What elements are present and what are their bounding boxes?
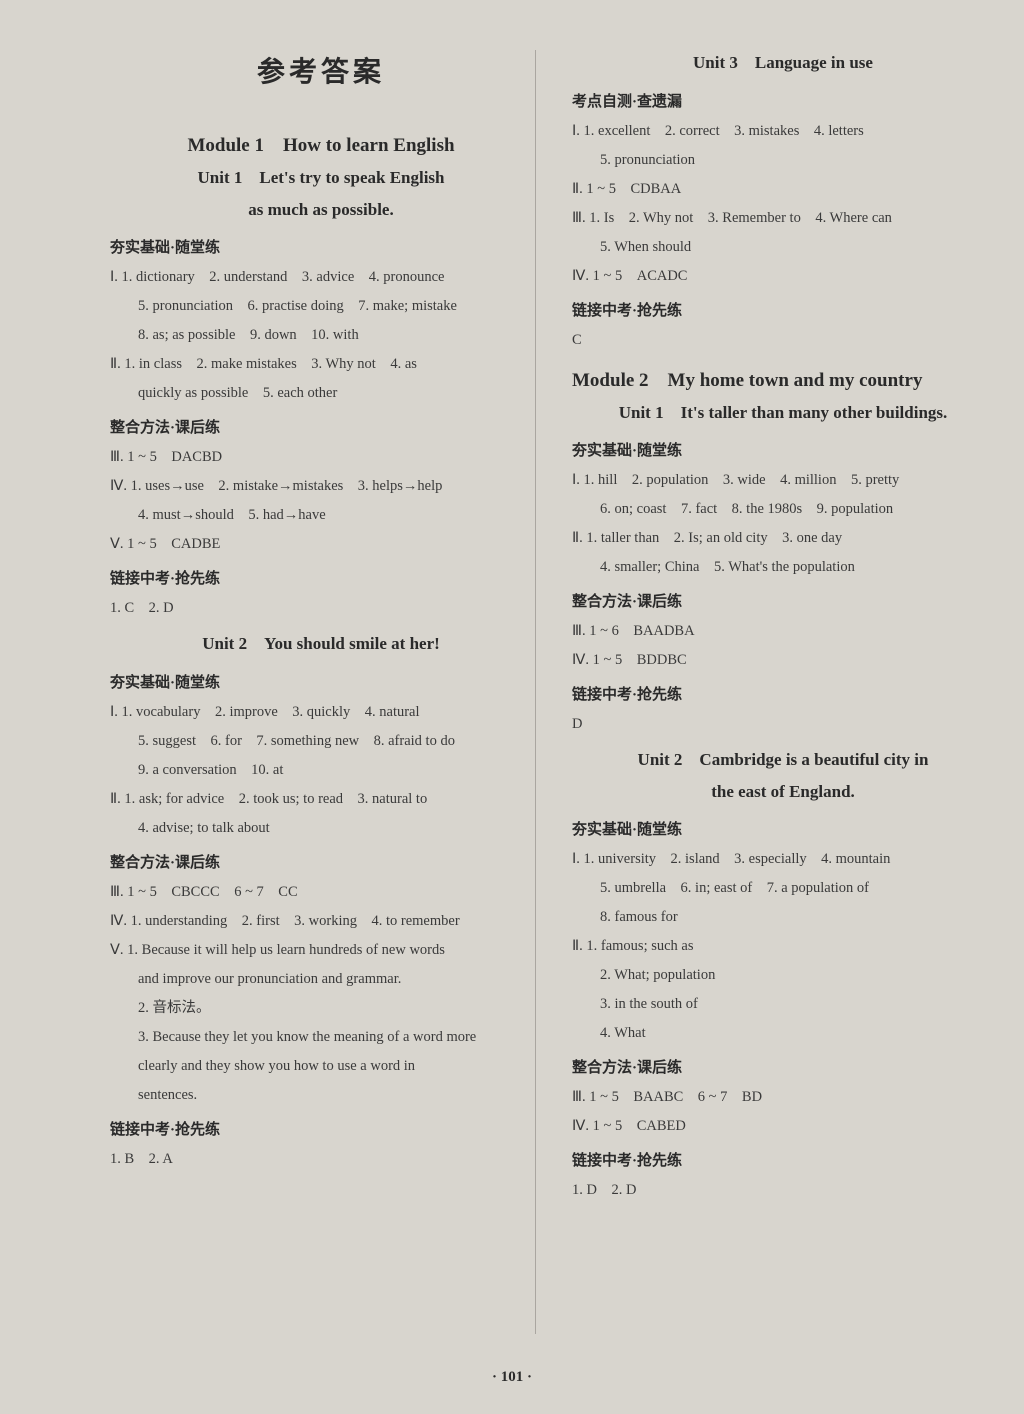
answer-line: 9. a conversation 10. at [110, 756, 532, 785]
answer-line: Ⅱ. 1. ask; for advice 2. took us; to rea… [110, 785, 532, 814]
answer-line: 8. famous for [572, 903, 994, 932]
answer-line: Ⅰ. 1. excellent 2. correct 3. mistakes 4… [572, 117, 994, 146]
answer-line: 5. suggest 6. for 7. something new 8. af… [110, 727, 532, 756]
answer-line: Ⅳ. 1 ~ 5 ACADC [572, 262, 994, 291]
m1u2-title: Unit 2 You should smile at her! [110, 631, 532, 657]
m1u1-basics-label: 夯实基础·随堂练 [110, 236, 532, 257]
m2u1-exam-label: 链接中考·抢先练 [572, 683, 994, 704]
answer-line: 5. pronunciation [572, 146, 994, 175]
m1u1-title-l2: as much as possible. [110, 197, 532, 223]
answer-line: Ⅱ. 1. in class 2. make mistakes 3. Why n… [110, 350, 532, 379]
answer-line: Ⅳ. 1 ~ 5 CABED [572, 1112, 994, 1141]
page-number: · 101 · [492, 1369, 532, 1386]
m1u3-exam-label: 链接中考·抢先练 [572, 299, 994, 320]
answer-line: 1. C 2. D [110, 594, 532, 623]
m2u2-basics-label: 夯实基础·随堂练 [572, 818, 994, 839]
answer-line: C [572, 326, 994, 355]
m1u3-test-label: 考点自测·查遗漏 [572, 90, 994, 111]
answer-line: Ⅲ. 1. Is 2. Why not 3. Remember to 4. Wh… [572, 204, 994, 233]
answer-line: sentences. [110, 1081, 532, 1110]
answer-line: Ⅲ. 1 ~ 5 CBCCC 6 ~ 7 CC [110, 878, 532, 907]
answer-line: 4. smaller; China 5. What's the populati… [572, 553, 994, 582]
answer-line: 4. must→should 5. had→have [110, 501, 532, 530]
m2u2-title-l2: the east of England. [572, 779, 994, 805]
answer-line: Ⅱ. 1 ~ 5 CDBAA [572, 175, 994, 204]
answer-line: Ⅰ. 1. university 2. island 3. especially… [572, 845, 994, 874]
m1u2-exam-label: 链接中考·抢先练 [110, 1118, 532, 1139]
m2u1-basics-label: 夯实基础·随堂练 [572, 439, 994, 460]
answer-line: Ⅰ. 1. hill 2. population 3. wide 4. mill… [572, 466, 994, 495]
answer-line: 5. When should [572, 233, 994, 262]
answer-line: 3. in the south of [572, 990, 994, 1019]
column-divider [535, 50, 536, 1334]
answer-line: Ⅴ. 1 ~ 5 CADBE [110, 530, 532, 559]
answer-line: 2. 音标法。 [110, 994, 532, 1023]
answer-line: 5. umbrella 6. in; east of 7. a populati… [572, 874, 994, 903]
m1u3-title: Unit 3 Language in use [572, 50, 994, 76]
answer-line: Ⅲ. 1 ~ 5 BAABC 6 ~ 7 BD [572, 1083, 994, 1112]
answer-line: Ⅳ. 1. understanding 2. first 3. working … [110, 907, 532, 936]
answer-line: 1. D 2. D [572, 1176, 994, 1205]
answer-line: 4. advise; to talk about [110, 814, 532, 843]
answer-line: Ⅲ. 1 ~ 5 DACBD [110, 443, 532, 472]
m1u2-methods-label: 整合方法·课后练 [110, 851, 532, 872]
answer-line: 8. as; as possible 9. down 10. with [110, 321, 532, 350]
module1-title: Module 1 How to learn English [110, 130, 532, 157]
answer-line: quickly as possible 5. each other [110, 379, 532, 408]
right-column: Unit 3 Language in use 考点自测·查遗漏 Ⅰ. 1. ex… [567, 50, 994, 1384]
answer-line: 4. What [572, 1019, 994, 1048]
answer-line: Ⅰ. 1. vocabulary 2. improve 3. quickly 4… [110, 698, 532, 727]
m2u1-methods-label: 整合方法·课后练 [572, 590, 994, 611]
left-column: 参考答案 Module 1 How to learn English Unit … [110, 50, 542, 1384]
answer-line: Ⅳ. 1 ~ 5 BDDBC [572, 646, 994, 675]
answer-line: D [572, 710, 994, 739]
m1u1-title-l1: Unit 1 Let's try to speak English [110, 165, 532, 191]
m1u1-exam-label: 链接中考·抢先练 [110, 567, 532, 588]
m2u2-exam-label: 链接中考·抢先练 [572, 1149, 994, 1170]
m2u2-methods-label: 整合方法·课后练 [572, 1056, 994, 1077]
m1u1-methods-label: 整合方法·课后练 [110, 416, 532, 437]
module2-title: Module 2 My home town and my country [572, 365, 994, 392]
answer-line: clearly and they show you how to use a w… [110, 1052, 532, 1081]
answer-line: Ⅴ. 1. Because it will help us learn hund… [110, 936, 532, 965]
answer-line: 5. pronunciation 6. practise doing 7. ma… [110, 292, 532, 321]
page-container: 参考答案 Module 1 How to learn English Unit … [0, 0, 1024, 1414]
main-title: 参考答案 [110, 50, 532, 90]
m2u2-title-l1: Unit 2 Cambridge is a beautiful city in [572, 747, 994, 773]
answer-line: 1. B 2. A [110, 1145, 532, 1174]
answer-line: Ⅱ. 1. taller than 2. Is; an old city 3. … [572, 524, 994, 553]
answer-line: Ⅲ. 1 ~ 6 BAADBA [572, 617, 994, 646]
m1u2-basics-label: 夯实基础·随堂练 [110, 671, 532, 692]
answer-line: 2. What; population [572, 961, 994, 990]
answer-line: Ⅰ. 1. dictionary 2. understand 3. advice… [110, 263, 532, 292]
m2u1-title: Unit 1 It's taller than many other build… [572, 400, 994, 426]
answer-line: 6. on; coast 7. fact 8. the 1980s 9. pop… [572, 495, 994, 524]
answer-line: Ⅳ. 1. uses→use 2. mistake→mistakes 3. he… [110, 472, 532, 501]
answer-line: and improve our pronunciation and gramma… [110, 965, 532, 994]
answer-line: 3. Because they let you know the meaning… [110, 1023, 532, 1052]
answer-line: Ⅱ. 1. famous; such as [572, 932, 994, 961]
